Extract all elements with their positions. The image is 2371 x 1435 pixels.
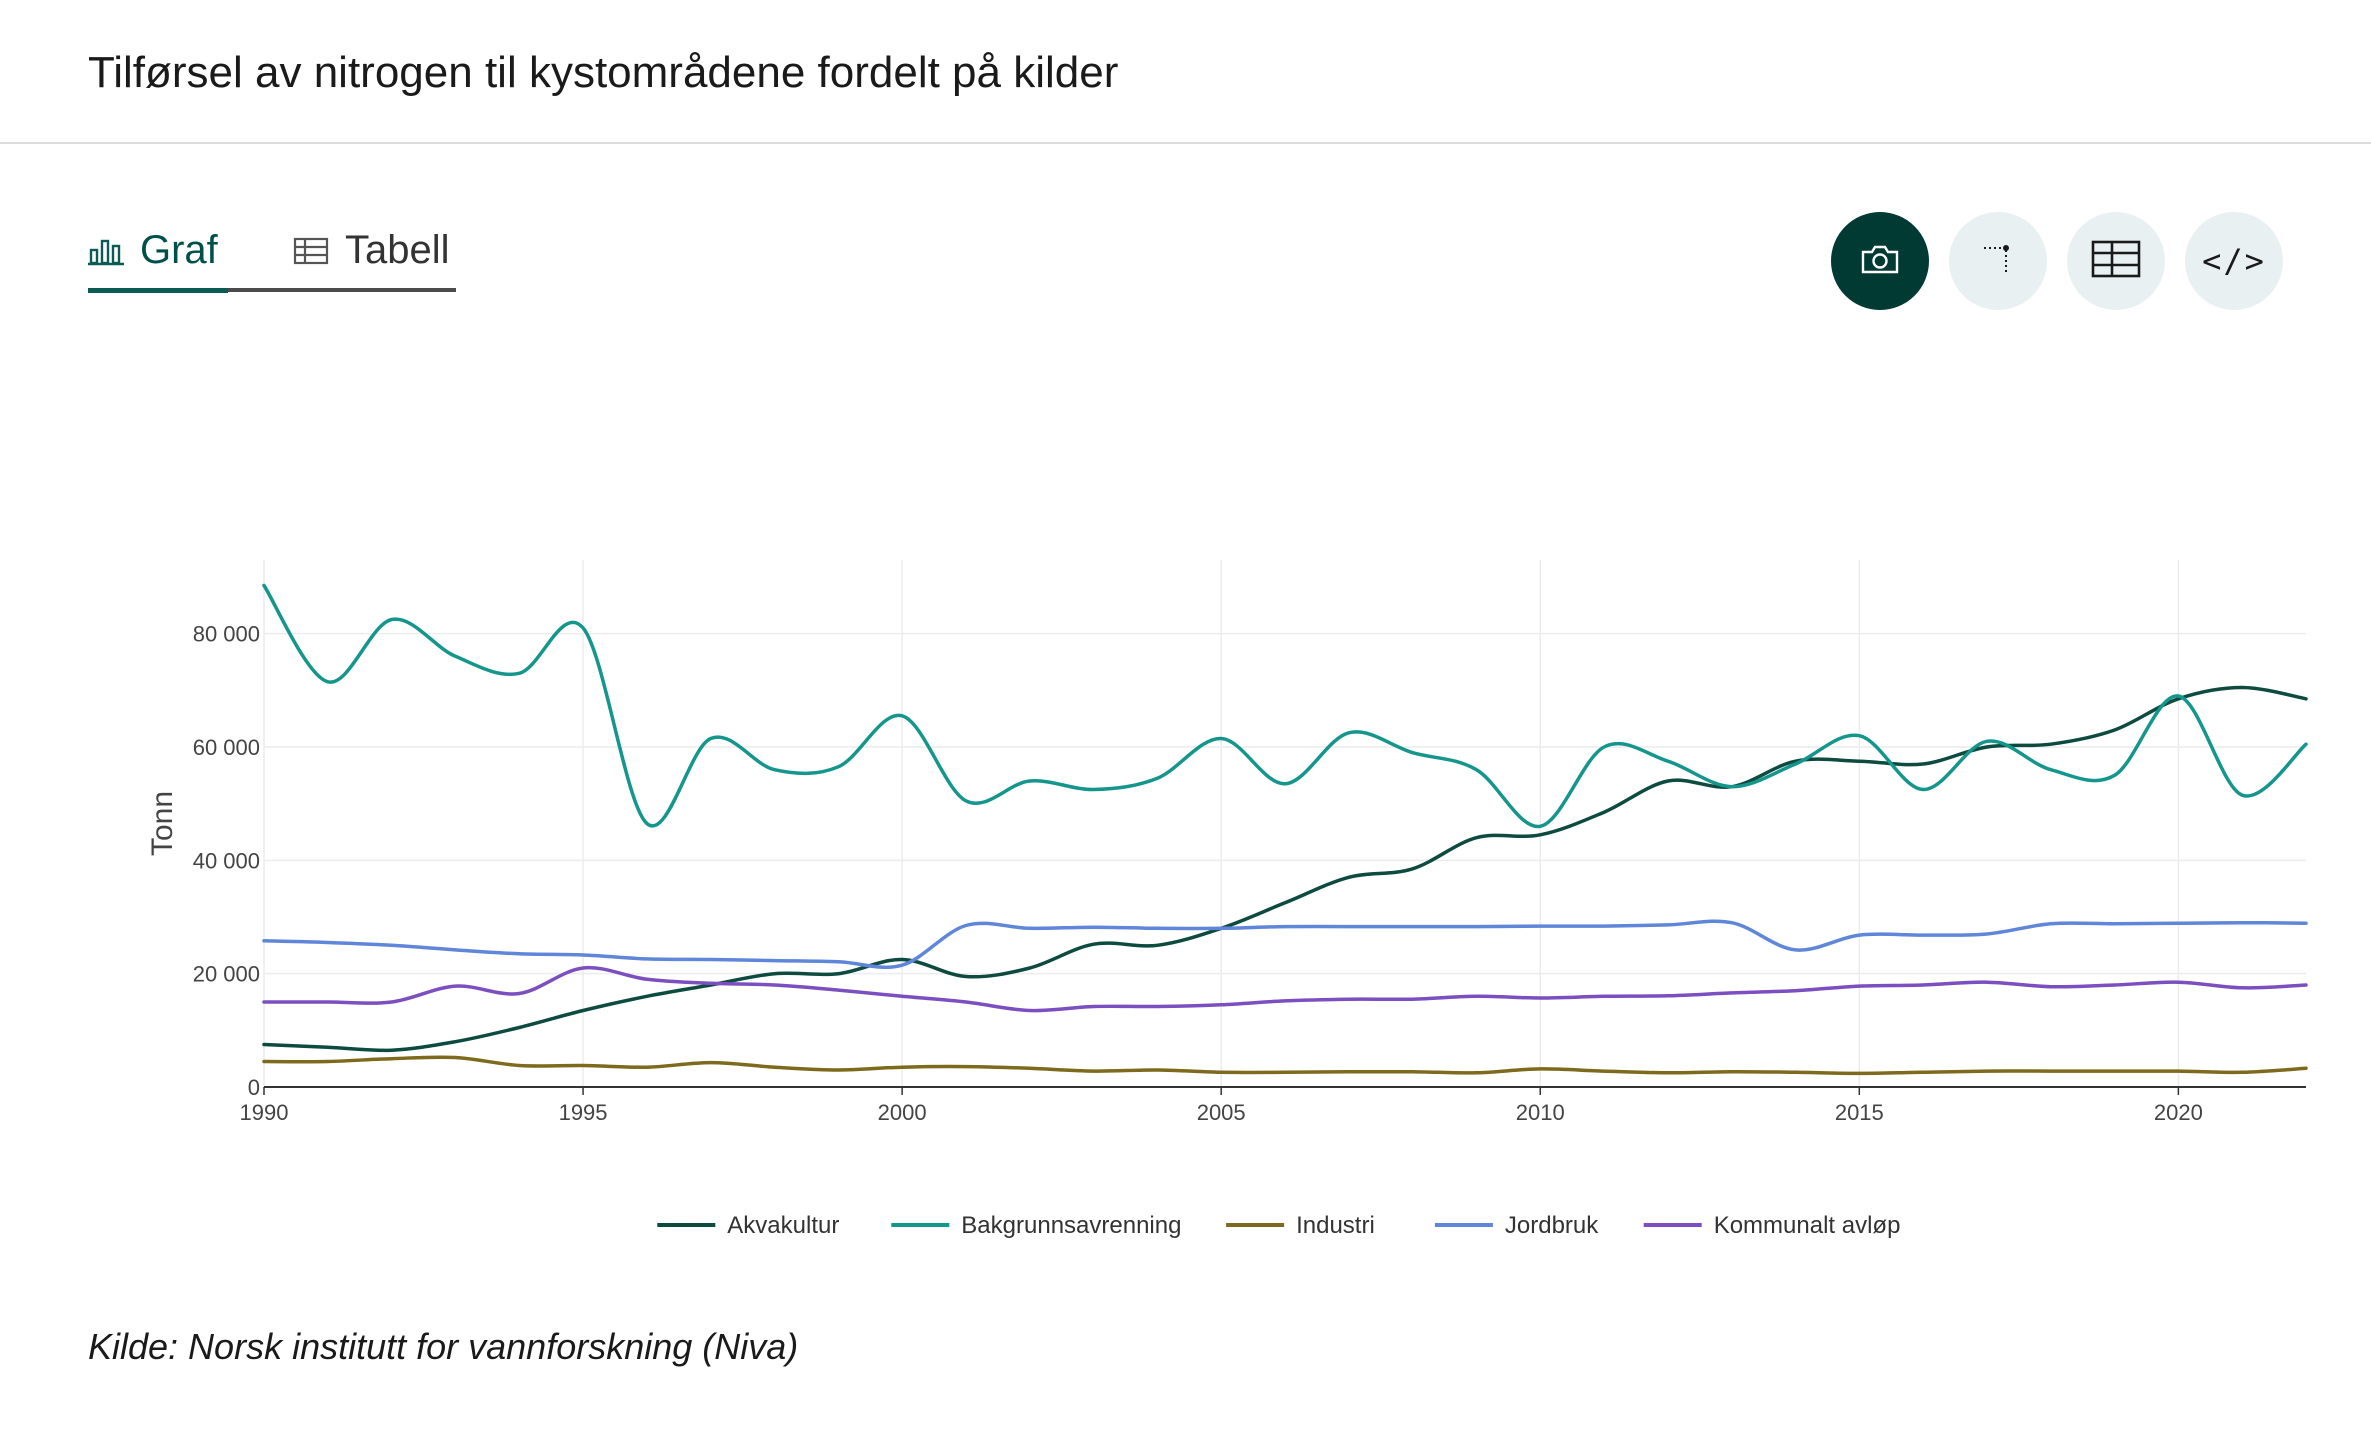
axis-icon xyxy=(1978,239,2018,284)
show-table-button[interactable] xyxy=(2067,212,2165,310)
y-tick-label: 60 000 xyxy=(193,735,260,760)
y-tick-label: 20 000 xyxy=(193,962,260,987)
series-line-jordbruk xyxy=(262,919,2308,970)
tab-graf-label: Graf xyxy=(140,228,218,272)
embed-code-button[interactable]: </> xyxy=(2185,212,2283,310)
x-tick-label: 2005 xyxy=(1197,1100,1246,1125)
chart-axes: 1990 1995 2000 2005 2010 2015 2020 0 20 000 40 00… xyxy=(146,622,2306,1125)
source-note: Kilde: Norsk institutt for vannforskning… xyxy=(88,1326,799,1367)
table-icon xyxy=(293,228,329,276)
x-tick-label: 2015 xyxy=(1835,1100,1884,1125)
table-icon xyxy=(2091,240,2141,283)
chart-legend: Akvakultur Bakgrunnsavrenning Industri Jord… xyxy=(657,1212,1900,1239)
tab-tabell[interactable]: Tabell xyxy=(293,228,455,292)
y-axis-title: Tonn xyxy=(146,791,179,856)
legend-item: Kommunalt avløp xyxy=(1643,1212,1901,1239)
legend-label: Industri xyxy=(1296,1212,1375,1239)
line-chart: 1990 1995 2000 2005 2010 2015 2020 0 20 000 40 00… xyxy=(146,560,2308,1239)
tab-graf[interactable]: Graf xyxy=(88,228,228,292)
legend-label: Kommunalt avløp xyxy=(1714,1212,1901,1239)
legend-item: Industri xyxy=(1226,1212,1375,1239)
legend-item: Akvakultur xyxy=(657,1212,839,1239)
code-icon: </> xyxy=(2202,242,2266,280)
y-tick-label: 40 000 xyxy=(193,848,260,873)
chart-series xyxy=(262,583,2308,1076)
bar-chart-icon xyxy=(88,228,124,276)
series-line-kommunalt-avl-p xyxy=(262,965,2308,1013)
x-tick-label: 1990 xyxy=(240,1100,289,1125)
legend-item: Jordbruk xyxy=(1434,1212,1599,1239)
x-tick-label: 2010 xyxy=(1516,1100,1565,1125)
x-tick-label: 2020 xyxy=(2154,1100,2203,1125)
camera-icon xyxy=(1860,243,1900,280)
tab-tabell-label: Tabell xyxy=(345,228,450,272)
chart-grid xyxy=(263,560,2306,1087)
series-line-bakgrunnsavrenning xyxy=(262,583,2308,829)
legend-label: Jordbruk xyxy=(1505,1212,1599,1239)
legend-label: Akvakultur xyxy=(727,1212,839,1239)
legend-label: Bakgrunnsavrenning xyxy=(961,1212,1181,1239)
title-divider xyxy=(0,142,2371,144)
x-tick-label: 1995 xyxy=(559,1100,608,1125)
legend-item: Bakgrunnsavrenning xyxy=(891,1212,1181,1239)
y-tick-label: 0 xyxy=(248,1075,260,1100)
download-image-button[interactable] xyxy=(1831,212,1929,310)
tab-underline xyxy=(88,288,456,292)
chart-actions: </> xyxy=(1831,212,2283,310)
tab-active-indicator xyxy=(88,288,228,293)
series-line-industri xyxy=(262,1055,2308,1076)
page-title: Tilførsel av nitrogen til kystområdene f… xyxy=(88,48,1119,97)
axis-toggle-button[interactable] xyxy=(1949,212,2047,310)
x-tick-label: 2000 xyxy=(878,1100,927,1125)
y-tick-label: 80 000 xyxy=(193,622,260,647)
